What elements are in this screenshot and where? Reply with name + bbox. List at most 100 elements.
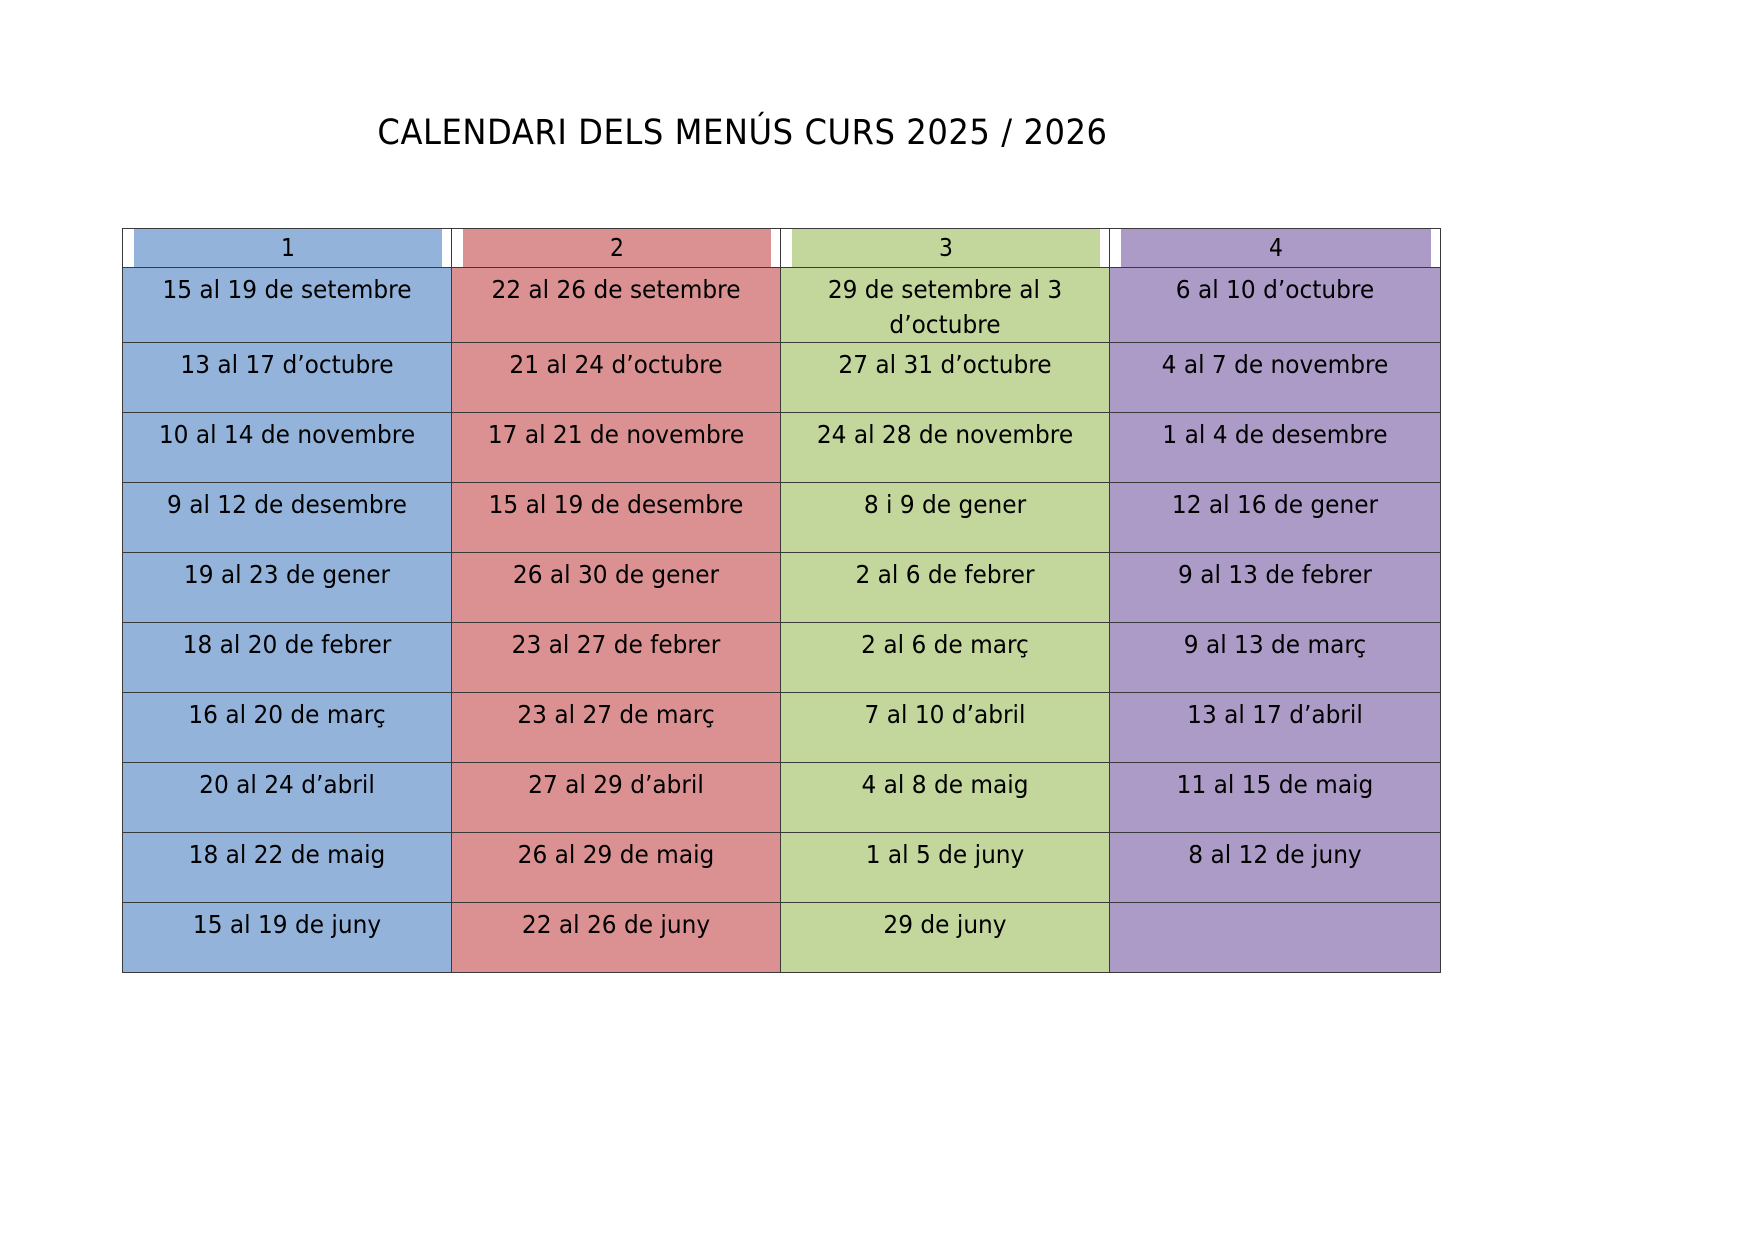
week-label: 29 de setembre al 3 d’octubre [827, 275, 1063, 339]
page-title: CALENDARI DELS MENÚS CURS 2025 / 2026 [377, 113, 1108, 153]
week-cell: 26 al 30 de gener [451, 552, 781, 623]
week-cell: 27 al 31 d’octubre [780, 342, 1110, 413]
table-header-row: 1 2 3 4 [123, 228, 1441, 268]
week-label: 7 al 10 d’abril [864, 700, 1026, 729]
week-label: 26 al 29 de maig [517, 840, 715, 869]
table-row: 19 al 23 de gener 26 al 30 de gener 2 al… [122, 552, 1441, 623]
week-label: 21 al 24 d’octubre [509, 350, 723, 379]
week-label: 1 al 5 de juny [865, 840, 1025, 869]
week-label: 22 al 26 de juny [521, 910, 711, 939]
week-label: 18 al 22 de maig [188, 840, 386, 869]
week-label: 9 al 13 de febrer [1178, 560, 1372, 589]
column-header-3: 3 [789, 228, 1101, 268]
week-cell: 9 al 12 de desembre [122, 482, 452, 553]
week-cell: 1 al 5 de juny [780, 832, 1110, 903]
week-label: 2 al 6 de març [861, 630, 1029, 659]
week-label: 15 al 19 de juny [192, 910, 382, 939]
week-label: 9 al 12 de desembre [167, 490, 407, 519]
week-label: 4 al 8 de maig [861, 770, 1029, 799]
week-label: 2 al 6 de febrer [855, 560, 1035, 589]
week-cell: 20 al 24 d’abril [122, 762, 452, 833]
week-label: 13 al 17 d’octubre [180, 350, 394, 379]
week-label: 15 al 19 de setembre [162, 275, 412, 304]
week-cell: 18 al 20 de febrer [122, 622, 452, 693]
week-label: 4 al 7 de novembre [1161, 350, 1389, 379]
table-row: 10 al 14 de novembre 17 al 21 de novembr… [122, 412, 1441, 483]
table-row: 15 al 19 de juny 22 al 26 de juny 29 de … [122, 902, 1441, 973]
week-label: 8 i 9 de gener [863, 490, 1027, 519]
column-header-1: 1 [131, 228, 443, 268]
week-cell: 29 de setembre al 3 d’octubre [780, 267, 1110, 343]
week-cell: 13 al 17 d’abril [1109, 692, 1441, 763]
table-row: 9 al 12 de desembre 15 al 19 de desembre… [122, 482, 1441, 553]
week-cell: 8 al 12 de juny [1109, 832, 1441, 903]
week-label: 18 al 20 de febrer [182, 630, 392, 659]
week-label: 27 al 31 d’octubre [838, 350, 1052, 379]
week-cell: 23 al 27 de març [451, 692, 781, 763]
week-label: 22 al 26 de setembre [491, 275, 741, 304]
week-cell: 29 de juny [780, 902, 1110, 973]
week-label: 29 de juny [883, 910, 1007, 939]
week-cell: 15 al 19 de setembre [122, 267, 452, 343]
week-label: 8 al 12 de juny [1188, 840, 1362, 869]
column-header-4: 4 [1118, 228, 1432, 268]
week-cell: 2 al 6 de febrer [780, 552, 1110, 623]
table-row: 16 al 20 de març 23 al 27 de març 7 al 1… [122, 692, 1441, 763]
week-cell: 15 al 19 de desembre [451, 482, 781, 553]
week-label: 15 al 19 de desembre [488, 490, 744, 519]
column-header-1-label: 1 [280, 233, 294, 262]
week-cell: 10 al 14 de novembre [122, 412, 452, 483]
menu-calendar-table-wrapper: 1 2 3 4 15 al 19 de setembre 22 al 26 de… [122, 228, 1441, 973]
week-label: 10 al 14 de novembre [158, 420, 416, 449]
week-label: 20 al 24 d’abril [199, 770, 375, 799]
week-cell: 8 i 9 de gener [780, 482, 1110, 553]
week-cell-empty [1109, 902, 1441, 973]
week-cell: 2 al 6 de març [780, 622, 1110, 693]
table-row: 18 al 20 de febrer 23 al 27 de febrer 2 … [122, 622, 1441, 693]
week-cell: 1 al 4 de desembre [1109, 412, 1441, 483]
week-cell: 22 al 26 de setembre [451, 267, 781, 343]
week-cell: 11 al 15 de maig [1109, 762, 1441, 833]
week-cell: 26 al 29 de maig [451, 832, 781, 903]
week-cell: 18 al 22 de maig [122, 832, 452, 903]
week-cell: 17 al 21 de novembre [451, 412, 781, 483]
column-header-2-label: 2 [609, 233, 623, 262]
week-cell: 22 al 26 de juny [451, 902, 781, 973]
week-cell: 16 al 20 de març [122, 692, 452, 763]
week-cell: 27 al 29 d’abril [451, 762, 781, 833]
week-cell: 24 al 28 de novembre [780, 412, 1110, 483]
week-label: 9 al 13 de març [1183, 630, 1367, 659]
week-label: 19 al 23 de gener [183, 560, 391, 589]
week-label: 24 al 28 de novembre [816, 420, 1074, 449]
column-header-2: 2 [460, 228, 772, 268]
week-cell: 21 al 24 d’octubre [451, 342, 781, 413]
week-label: 11 al 15 de maig [1176, 770, 1374, 799]
week-label: 23 al 27 de març [517, 700, 715, 729]
week-cell: 9 al 13 de març [1109, 622, 1441, 693]
week-label: 27 al 29 d’abril [528, 770, 704, 799]
week-cell: 13 al 17 d’octubre [122, 342, 452, 413]
column-header-4-label: 4 [1268, 233, 1282, 262]
week-cell: 12 al 16 de gener [1109, 482, 1441, 553]
week-label: 6 al 10 d’octubre [1175, 275, 1375, 304]
week-cell: 7 al 10 d’abril [780, 692, 1110, 763]
week-label: 26 al 30 de gener [512, 560, 720, 589]
table-row: 18 al 22 de maig 26 al 29 de maig 1 al 5… [122, 832, 1441, 903]
week-cell: 15 al 19 de juny [122, 902, 452, 973]
week-cell: 6 al 10 d’octubre [1109, 267, 1441, 343]
week-cell: 9 al 13 de febrer [1109, 552, 1441, 623]
week-label: 13 al 17 d’abril [1187, 700, 1363, 729]
week-label: 16 al 20 de març [188, 700, 386, 729]
week-label: 1 al 4 de desembre [1162, 420, 1388, 449]
table-row: 20 al 24 d’abril 27 al 29 d’abril 4 al 8… [122, 762, 1441, 833]
column-header-3-label: 3 [938, 233, 952, 262]
table-row: 15 al 19 de setembre 22 al 26 de setembr… [122, 267, 1441, 343]
week-label: 23 al 27 de febrer [511, 630, 721, 659]
week-cell: 4 al 8 de maig [780, 762, 1110, 833]
week-label: 17 al 21 de novembre [487, 420, 745, 449]
table-row: 13 al 17 d’octubre 21 al 24 d’octubre 27… [122, 342, 1441, 413]
week-cell: 19 al 23 de gener [122, 552, 452, 623]
week-cell: 23 al 27 de febrer [451, 622, 781, 693]
week-label: 12 al 16 de gener [1171, 490, 1379, 519]
